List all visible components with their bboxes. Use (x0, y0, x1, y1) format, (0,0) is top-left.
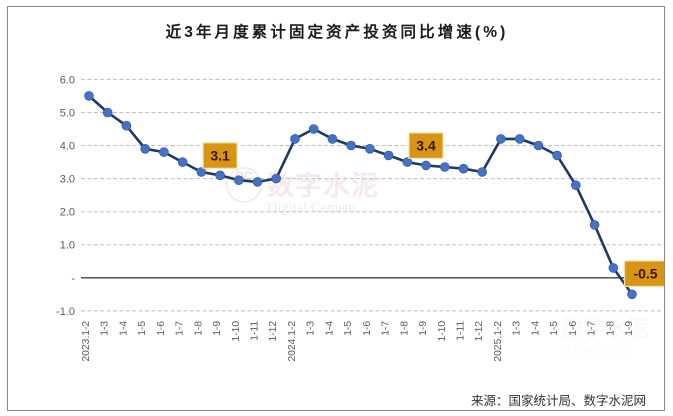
svg-text:1-10: 1-10 (231, 321, 242, 342)
svg-text:1-4: 1-4 (324, 321, 335, 336)
svg-text:1-6: 1-6 (362, 321, 373, 336)
svg-text:1-6: 1-6 (568, 321, 579, 336)
svg-text:1.0: 1.0 (60, 240, 75, 252)
svg-text:1-5: 1-5 (137, 321, 148, 336)
svg-text:1-11: 1-11 (250, 321, 261, 341)
svg-text:1-3: 1-3 (100, 321, 111, 336)
svg-text:1-9: 1-9 (624, 321, 635, 336)
svg-text:4.0: 4.0 (60, 141, 75, 153)
svg-text:-0.5: -0.5 (633, 265, 657, 281)
svg-text:3.0: 3.0 (60, 174, 75, 186)
svg-text:3.1: 3.1 (210, 147, 230, 163)
svg-text:1-11: 1-11 (456, 321, 467, 341)
svg-text:5.0: 5.0 (60, 108, 75, 120)
svg-text:1-12: 1-12 (474, 321, 485, 342)
svg-text:1-4: 1-4 (530, 321, 541, 336)
svg-text:1-9: 1-9 (212, 321, 223, 336)
svg-text:数字水泥: 数字水泥 (267, 170, 379, 201)
svg-text:6.0: 6.0 (60, 74, 75, 86)
svg-text:1-3: 1-3 (512, 321, 523, 336)
svg-text:1-5: 1-5 (343, 321, 354, 336)
svg-text:2024.1-2: 2024.1-2 (287, 321, 298, 362)
svg-text:1-7: 1-7 (587, 321, 598, 336)
svg-text:-: - (71, 273, 75, 285)
svg-text:1-12: 1-12 (268, 321, 279, 342)
svg-text:1-8: 1-8 (193, 321, 204, 336)
svg-text:1-7: 1-7 (175, 321, 186, 336)
svg-text:1-9: 1-9 (418, 321, 429, 336)
svg-text:1-5: 1-5 (549, 321, 560, 336)
svg-text:2025.1-2: 2025.1-2 (493, 321, 504, 362)
svg-text:1-10: 1-10 (437, 321, 448, 342)
svg-text:2023.1-2: 2023.1-2 (81, 321, 92, 362)
svg-text:Digital Cement: Digital Cement (267, 200, 356, 216)
svg-text:dcement.com: dcement.com (561, 341, 631, 356)
svg-text:1-3: 1-3 (306, 321, 317, 336)
svg-text:3.4: 3.4 (416, 138, 436, 154)
svg-text:1-7: 1-7 (381, 321, 392, 336)
svg-text:1-4: 1-4 (118, 321, 129, 336)
svg-text:1-6: 1-6 (156, 321, 167, 336)
svg-text:1-8: 1-8 (399, 321, 410, 336)
svg-text:1-8: 1-8 (605, 321, 616, 336)
svg-text:-1.0: -1.0 (56, 306, 75, 318)
svg-text:2.0: 2.0 (60, 207, 75, 219)
